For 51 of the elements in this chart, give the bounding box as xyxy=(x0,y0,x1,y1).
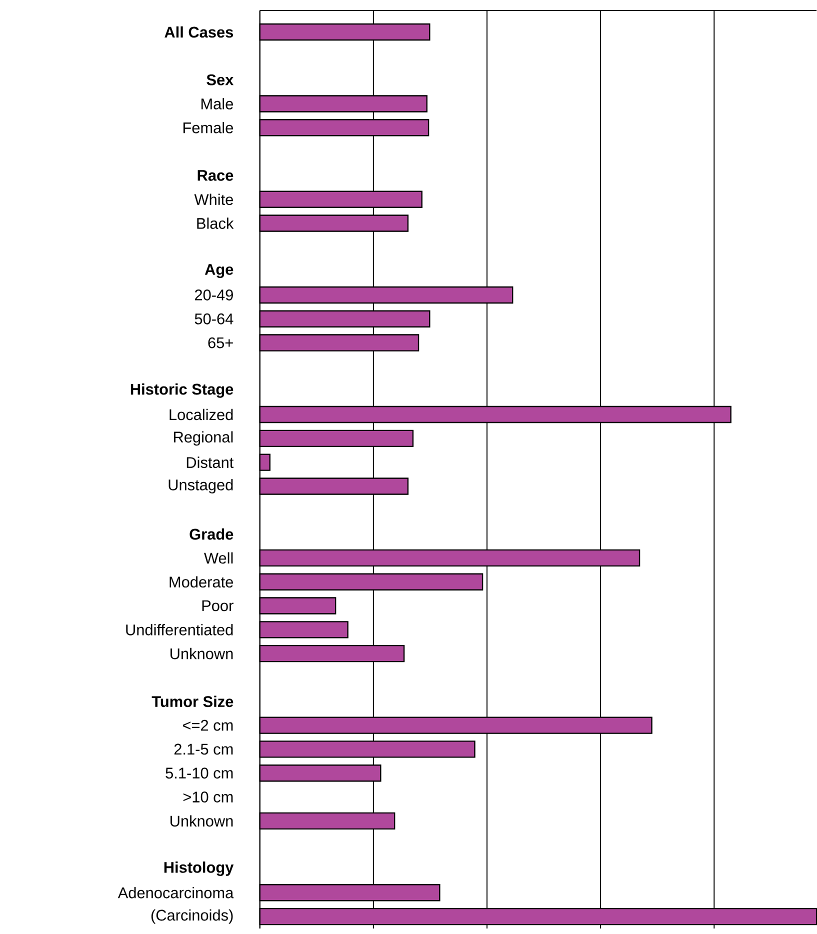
y-tick-label: Historic Stage xyxy=(130,383,234,398)
y-tick-label: Unknown xyxy=(170,648,233,660)
y-tick-label: Female xyxy=(183,122,233,134)
y-tick-label: 20-49 xyxy=(194,290,233,300)
y-tick-label: Tumor Size xyxy=(152,696,234,708)
y-tick-label: Unstaged xyxy=(168,479,233,494)
y-tick-label: (Carcinoids) xyxy=(151,909,233,924)
bar xyxy=(259,190,422,208)
y-tick-label: Regional xyxy=(174,431,233,446)
bar xyxy=(259,334,420,352)
y-tick-label: 5.1-10 cm xyxy=(166,768,233,779)
bar xyxy=(259,740,476,758)
bar xyxy=(259,478,408,495)
bar xyxy=(259,573,484,590)
bar xyxy=(259,549,640,567)
y-tick-label: Distant xyxy=(186,456,234,468)
bar xyxy=(259,310,430,328)
bar xyxy=(259,23,430,41)
bar xyxy=(259,286,514,304)
y-tick-label: <=2 cm xyxy=(182,720,233,731)
y-tick-label: Grade xyxy=(190,528,234,540)
y-tick-label: Adenocarcinoma xyxy=(118,886,234,898)
y-tick-label: 50-64 xyxy=(194,313,234,324)
bar xyxy=(259,908,817,926)
bar xyxy=(259,430,414,448)
y-tick-label: >10 cm xyxy=(183,792,233,802)
y-tick-label: Sex xyxy=(206,74,234,86)
y-tick-label: Poor xyxy=(202,600,234,612)
y-tick-label: Moderate xyxy=(170,576,233,588)
y-tick-label: Unknown xyxy=(170,815,233,827)
y-tick-label: Well xyxy=(204,552,233,564)
y-tick-label: Black xyxy=(197,218,234,229)
bar xyxy=(259,716,652,734)
bar xyxy=(259,812,396,830)
bar xyxy=(259,95,428,112)
y-tick-label: Age xyxy=(204,264,234,278)
y-tick-label: 2.1-5 cm xyxy=(174,744,233,755)
bar xyxy=(259,764,382,782)
y-tick-label: Histology xyxy=(164,862,234,876)
y-tick-label: Undifferentiated xyxy=(126,624,233,636)
bar xyxy=(259,119,430,136)
bar xyxy=(259,406,732,424)
y-tick-label: Male xyxy=(201,98,233,110)
y-tick-label: All Cases xyxy=(164,26,233,38)
y-tick-label: Localized xyxy=(170,408,233,420)
bar xyxy=(259,214,408,232)
y-tick-label: 65+ xyxy=(208,337,233,348)
bar xyxy=(259,884,440,902)
y-tick-label: Race xyxy=(198,170,234,181)
bar xyxy=(259,644,405,662)
y-tick-label: White xyxy=(194,194,233,206)
